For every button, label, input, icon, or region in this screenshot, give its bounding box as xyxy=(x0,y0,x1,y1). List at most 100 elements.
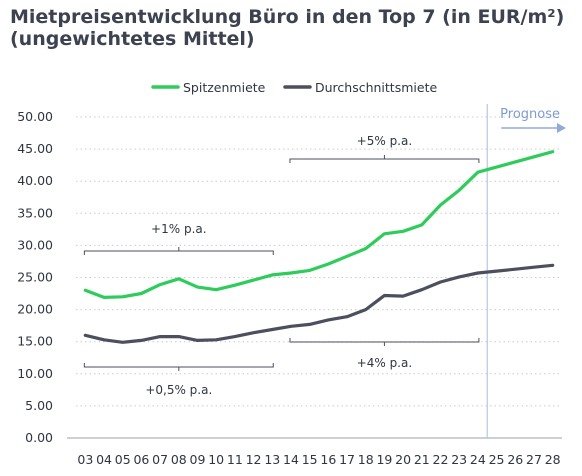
y-tick-label: 25.00 xyxy=(17,270,53,285)
x-tick-label: 08 xyxy=(171,452,187,467)
annotation-bracket xyxy=(289,155,480,163)
data-point xyxy=(140,339,143,342)
data-point xyxy=(159,283,161,286)
series-line-durchschnittsmiete xyxy=(83,263,555,344)
y-tick-label: 35.00 xyxy=(17,205,53,220)
y-tick-label: 10.00 xyxy=(17,366,53,381)
data-point xyxy=(327,263,330,265)
x-tick-label: 16 xyxy=(320,452,336,467)
x-tick-label: 10 xyxy=(208,452,224,467)
y-tick-label: 45.00 xyxy=(17,141,53,156)
y-tick-label: 40.00 xyxy=(17,173,53,188)
data-point xyxy=(159,335,161,338)
x-tick-label: 03 xyxy=(77,452,93,467)
y-tick-label: 20.00 xyxy=(17,302,53,317)
data-point xyxy=(196,339,199,342)
x-tick-label: 27 xyxy=(526,452,542,467)
x-tick-label: 19 xyxy=(376,452,392,467)
x-tick-label: 17 xyxy=(339,452,355,467)
x-tick-label: 07 xyxy=(152,452,168,467)
data-point xyxy=(495,270,498,272)
data-point xyxy=(439,204,442,206)
x-tick-label: 05 xyxy=(115,452,131,467)
x-tick-label: 11 xyxy=(227,452,243,467)
y-tick-label: 0.00 xyxy=(25,430,53,445)
data-point xyxy=(402,295,404,297)
x-tick-label: 20 xyxy=(395,452,411,467)
data-point xyxy=(252,279,255,281)
data-point xyxy=(458,189,460,191)
data-point xyxy=(215,288,217,291)
y-tick-label: 5.00 xyxy=(25,398,53,413)
data-point xyxy=(551,264,554,267)
data-point xyxy=(290,272,292,274)
x-tick-label: 09 xyxy=(190,452,206,467)
data-point xyxy=(421,224,423,226)
data-point xyxy=(290,325,292,328)
data-point xyxy=(178,335,180,338)
data-point xyxy=(121,295,124,298)
data-point xyxy=(84,289,87,292)
y-tick-label: 50.00 xyxy=(17,109,53,124)
annotation-bracket xyxy=(83,363,274,371)
x-tick-label: 26 xyxy=(507,452,523,467)
data-point xyxy=(402,230,404,233)
data-point xyxy=(103,338,105,341)
annotation-bracket xyxy=(289,338,480,346)
data-point xyxy=(271,274,274,276)
data-point xyxy=(308,323,311,326)
annotation-label: +0,5% p.a. xyxy=(145,383,212,397)
data-point xyxy=(327,319,330,321)
data-point xyxy=(533,156,535,158)
data-point xyxy=(140,292,143,295)
data-point xyxy=(514,268,517,270)
data-point xyxy=(439,281,442,283)
x-tick-label: 22 xyxy=(433,452,449,467)
data-point xyxy=(383,294,386,297)
data-point xyxy=(121,341,124,344)
forecast-label: Prognose xyxy=(500,107,560,122)
data-point xyxy=(383,233,386,235)
x-tick-label: 15 xyxy=(302,452,318,467)
y-axis: 0.00 5.00 10.00 15.00 20.00 25.00 30.00 35.00 40… xyxy=(17,109,53,445)
data-point xyxy=(252,331,255,334)
data-point xyxy=(421,288,423,291)
x-axis: 03 04 05 06 07 08 09 10 11 12 13 14 15 16 17 18 19 20 21 22… xyxy=(67,437,562,467)
chart-title: Mietpreisentwicklung Büro in den Top 7 (… xyxy=(10,6,565,50)
x-tick-label: 14 xyxy=(283,452,299,467)
data-point xyxy=(458,276,460,278)
y-tick-label: 15.00 xyxy=(17,334,53,349)
annotation-label: +5% p.a. xyxy=(357,134,413,148)
x-tick-label: 21 xyxy=(414,452,430,467)
data-point xyxy=(271,328,274,331)
legend-label: Spitzenmiete xyxy=(183,80,266,95)
data-point xyxy=(364,308,367,311)
data-point xyxy=(346,315,348,318)
data-point xyxy=(477,272,479,274)
data-point xyxy=(103,296,105,299)
data-point xyxy=(514,161,517,163)
forecast-arrow-head xyxy=(557,123,566,133)
data-point xyxy=(551,150,554,153)
data-point xyxy=(477,171,479,174)
x-tick-label: 04 xyxy=(96,452,112,467)
x-tick-label: 28 xyxy=(545,452,561,467)
data-point xyxy=(84,334,87,337)
series-line-spitzenmiete xyxy=(83,150,555,299)
data-point xyxy=(196,286,199,288)
x-tick-label: 13 xyxy=(264,452,280,467)
legend: Spitzenmiete Durchschnittsmiete xyxy=(151,80,437,95)
legend-label: Durchschnittsmiete xyxy=(315,80,437,95)
data-point xyxy=(234,335,236,338)
annotation-bracket xyxy=(83,247,274,255)
data-point xyxy=(215,338,217,341)
x-tick-label: 23 xyxy=(451,452,467,467)
data-point xyxy=(234,284,236,287)
data-point xyxy=(364,247,367,250)
data-point xyxy=(346,255,348,258)
x-tick-label: 06 xyxy=(133,452,149,467)
annotation-label: +1% p.a. xyxy=(151,222,207,236)
x-tick-label: 12 xyxy=(246,452,262,467)
series-lines xyxy=(83,150,555,344)
